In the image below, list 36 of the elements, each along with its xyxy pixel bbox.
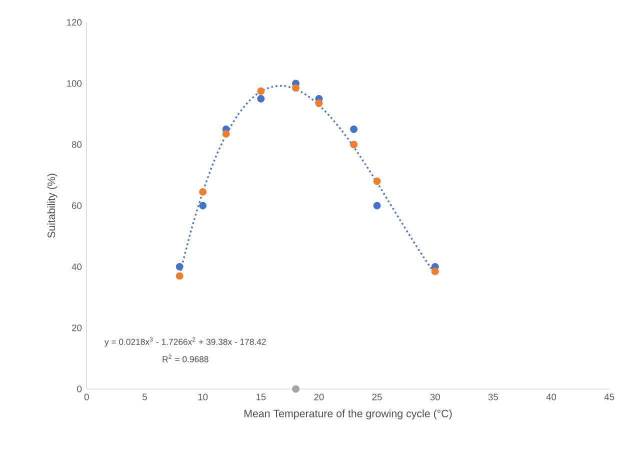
x-tick-label: 30 — [430, 394, 440, 400]
point — [199, 188, 207, 196]
point — [292, 385, 300, 393]
x-tick-label: 25 — [372, 394, 382, 400]
point — [350, 126, 358, 134]
point — [257, 87, 265, 95]
annotation: y = 0.0218x$^{3}$ - 1.7266x$^{2}$ + 39.38x - 178.42 — [104, 337, 266, 347]
point — [350, 140, 358, 148]
point — [176, 272, 184, 280]
y-tick-label: 60 — [72, 202, 82, 209]
point — [431, 268, 439, 276]
x-tick-label: 40 — [546, 394, 556, 400]
x-tick-label: 15 — [256, 394, 266, 400]
y-tick-label: 100 — [67, 80, 82, 87]
point — [199, 202, 207, 210]
x-tick-label: 10 — [198, 394, 208, 400]
x-tick-label: 5 — [142, 394, 147, 400]
point — [257, 94, 265, 102]
x-axis-title: Mean Temperature of the growing cycle (°C) — [244, 409, 452, 420]
y-axis-title: Suitability (%) — [47, 174, 58, 238]
y-tick-label: 0 — [77, 386, 82, 392]
y-tick-label: 20 — [72, 324, 82, 332]
x-tick-label: 20 — [314, 394, 324, 400]
annotation: R$^{2}$ = 0.9688 — [162, 354, 208, 362]
point — [373, 177, 381, 185]
x-tick-label: 35 — [488, 394, 498, 400]
y-tick-label: 120 — [67, 19, 82, 26]
point — [315, 100, 323, 108]
point — [176, 263, 184, 271]
point — [292, 84, 300, 92]
y-tick-label: 40 — [72, 263, 82, 270]
x-tick-label: 0 — [84, 394, 89, 400]
x-tick-label: 45 — [604, 394, 614, 400]
y-tick-label: 80 — [72, 141, 82, 148]
point — [373, 202, 381, 210]
point — [222, 130, 230, 138]
